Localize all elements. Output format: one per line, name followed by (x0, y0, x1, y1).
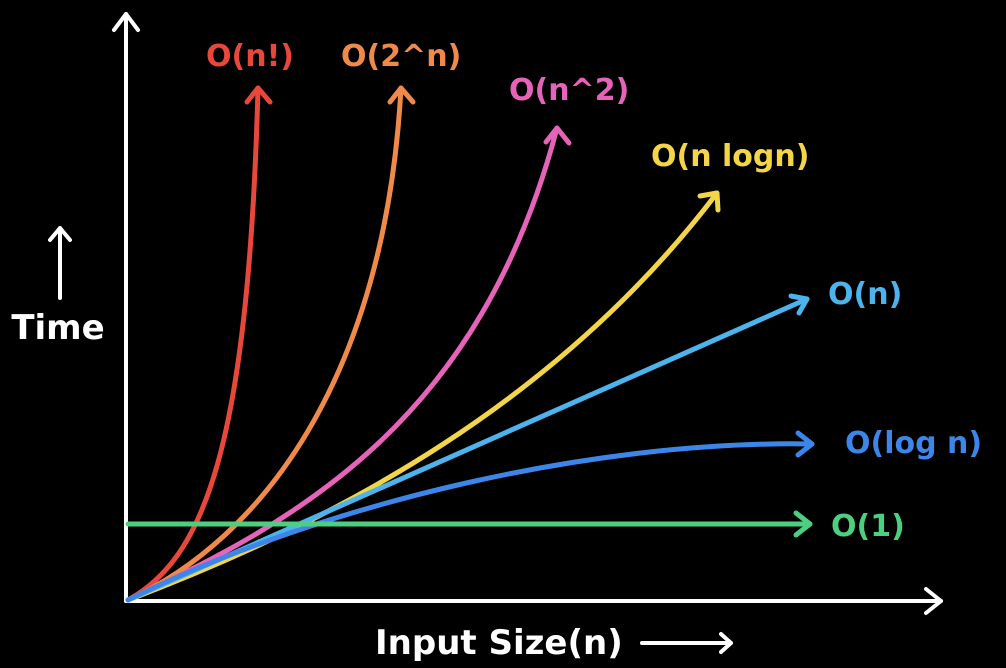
curve-o-n-log-n (125, 190, 720, 603)
arrowhead-o-n-factorial (244, 85, 273, 105)
axes (112, 12, 943, 615)
arrowhead-o-n-log-n (697, 190, 721, 213)
curve-o-n-factorial (125, 85, 261, 603)
arrowhead-o-n (788, 293, 810, 316)
label-o-n-factorial: O(n!) (206, 39, 294, 74)
curve-o-2-pow-n (125, 85, 404, 603)
x-axis-label-group: Input Size(n) (375, 623, 733, 663)
label-o-2-pow-n: O(2^n) (341, 39, 461, 74)
arrowhead-o-n-squared (543, 125, 572, 146)
up-arrow-icon (48, 226, 72, 300)
x-axis-arrowhead (924, 587, 943, 615)
x-axis-label: Input Size(n) (375, 623, 623, 663)
y-axis-arrowhead (112, 12, 140, 32)
arrowhead-o-2-pow-n (387, 85, 416, 105)
label-o-1: O(1) (831, 509, 905, 544)
series-labels: O(n!) O(2^n) O(n^2) O(n logn) O(n) O(log… (206, 39, 982, 544)
curve-o-log-n (125, 441, 815, 603)
curves (125, 85, 815, 603)
y-axis-label-group: Time (11, 226, 105, 348)
label-o-log-n: O(log n) (845, 426, 982, 461)
arrowhead-o-1 (793, 510, 813, 538)
right-arrow-icon (640, 632, 733, 654)
label-o-n-squared: O(n^2) (509, 73, 629, 108)
arrowhead-o-log-n (795, 430, 815, 458)
y-axis-label: Time (11, 308, 104, 348)
arrowheads (244, 85, 815, 538)
label-o-n: O(n) (828, 277, 902, 312)
label-o-n-log-n: O(n logn) (651, 139, 809, 174)
